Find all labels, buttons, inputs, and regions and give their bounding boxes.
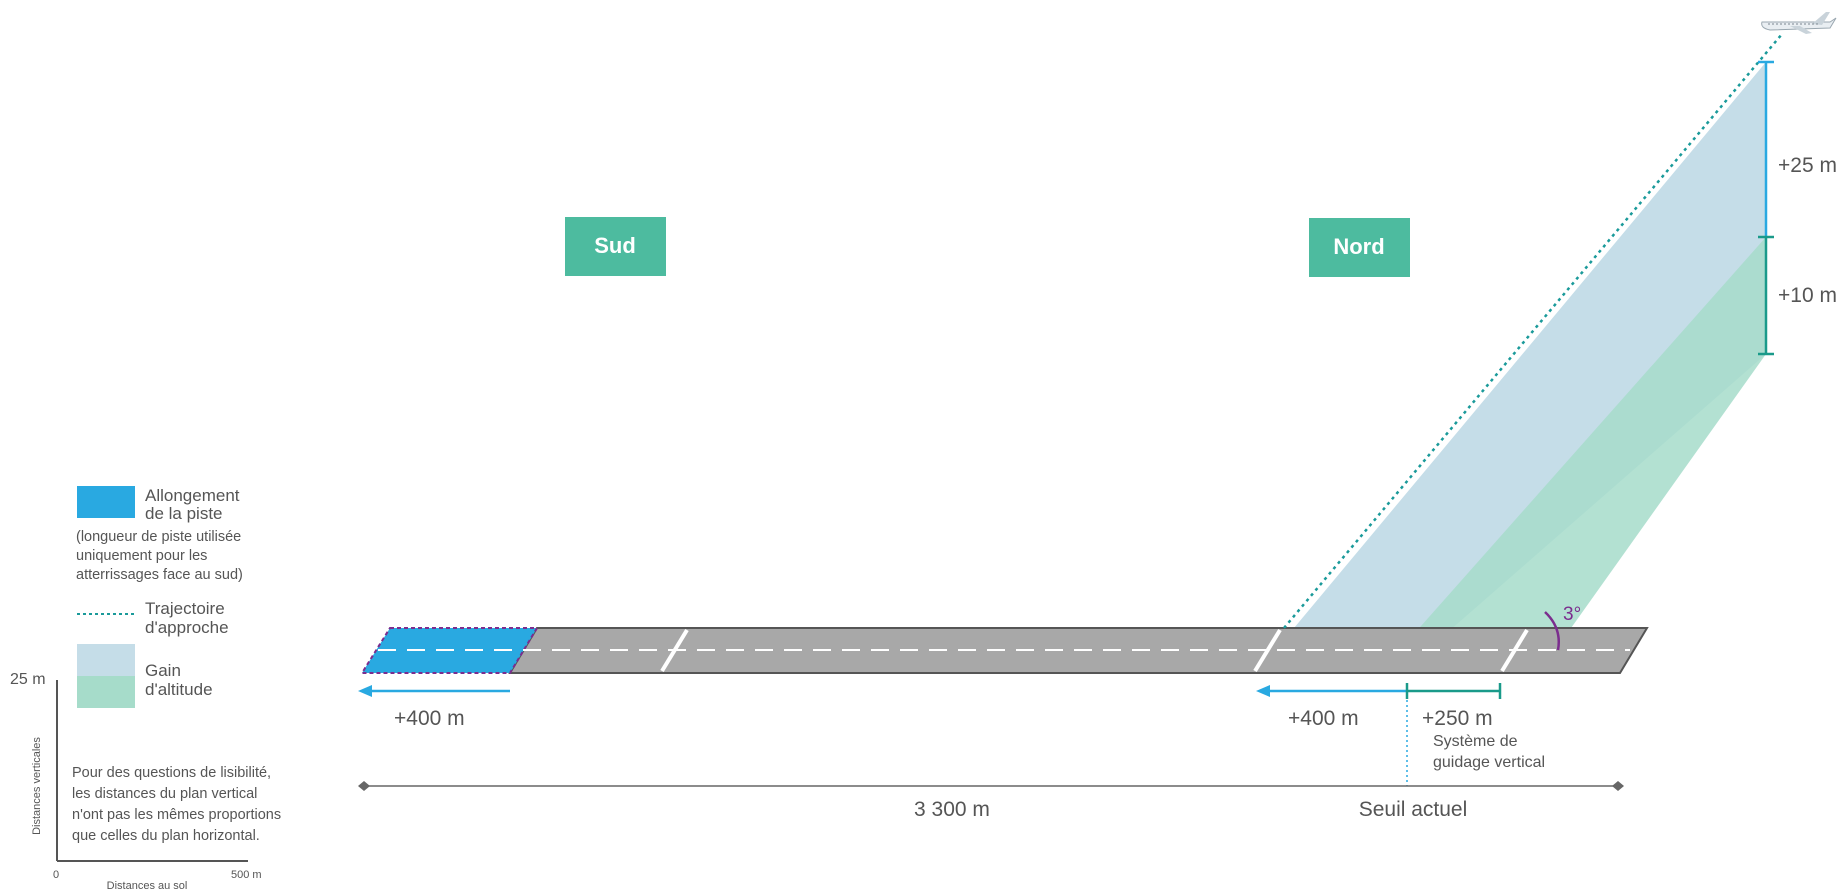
north-badge-label: Nord: [1333, 234, 1384, 259]
north-extension-label: +400 m: [1288, 707, 1359, 730]
south-badge: [565, 217, 666, 276]
scale-origin: 0: [53, 869, 59, 881]
note-line-4: que celles du plan horizontal.: [72, 828, 260, 844]
legend-extension-note-2: uniquement pour les: [76, 548, 207, 564]
scale-vertical-label: Distances verticales: [31, 737, 43, 835]
approach-trajectory: [1283, 33, 1783, 629]
note-line-2: les distances du plan vertical: [72, 786, 257, 802]
scale-vertical-max: 25 m: [10, 671, 46, 688]
altitude-gain-green-area: [1398, 237, 1766, 652]
legend-approach-2: d'approche: [145, 618, 229, 637]
threshold-mark-south: [660, 628, 689, 673]
south-badge-label: Sud: [594, 233, 636, 258]
legend-extension-title-2: de la piste: [145, 504, 223, 523]
legend-gain-1: Gain: [145, 661, 181, 680]
scale-horizontal-label: Distances au sol: [107, 880, 188, 891]
scale-horizontal-max: 500 m: [231, 869, 262, 881]
south-extension-label: +400 m: [394, 707, 465, 730]
guidance-label-line2: guidage vertical: [1433, 754, 1545, 771]
legend-gain-swatch-green: [77, 676, 135, 708]
legend-approach-1: Trajectoire: [145, 599, 225, 618]
runway-extension-outline: [360, 627, 539, 674]
legend-extension-swatch: [77, 486, 135, 518]
altitude-gain-upper-label: +25 m: [1778, 154, 1837, 177]
guidance-label-line1: Système de: [1433, 733, 1518, 750]
glide-angle-label: 3°: [1563, 604, 1581, 625]
legend-gain-swatch-blue: [77, 644, 135, 676]
threshold-mark-end: [1500, 628, 1529, 673]
legend-extension-note-3: atterrissages face au sud): [76, 567, 243, 583]
altitude-gain-blue-area: [1274, 62, 1766, 652]
airplane-icon: [1761, 12, 1837, 34]
legend-extension-note-1: (longueur de piste utilisée: [76, 529, 241, 545]
guidance-extension-label: +250 m: [1422, 707, 1493, 730]
glide-angle-arc: [1544, 611, 1560, 651]
legend-extension-title-1: Allongement: [145, 486, 240, 505]
note-line-3: n'ont pas les mêmes proportions: [72, 807, 281, 823]
north-badge: [1309, 218, 1410, 277]
threshold-mark-north: [1253, 628, 1282, 673]
legend-gain-2: d'altitude: [145, 680, 213, 699]
note-line-1: Pour des questions de lisibilité,: [72, 765, 271, 781]
runway-length-label: 3 300 m: [914, 798, 990, 821]
altitude-gain-lower-label: +10 m: [1778, 284, 1837, 307]
current-threshold-label: Seuil actuel: [1359, 798, 1468, 821]
